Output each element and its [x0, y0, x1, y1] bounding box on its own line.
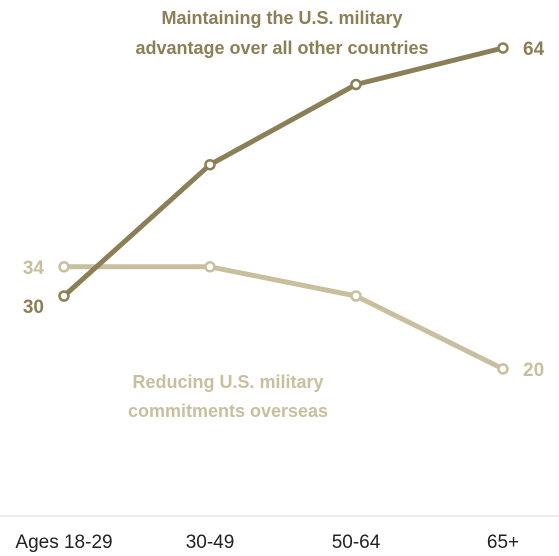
data-point — [350, 78, 362, 91]
x-tick-label: 30-49 — [186, 532, 235, 553]
data-point — [204, 261, 216, 273]
series-line — [61, 264, 506, 372]
x-tick-label: 65+ — [487, 532, 519, 553]
series-layer: 34 20 Reducing U.S. military commitments ov… — [23, 8, 545, 421]
data-point — [350, 290, 362, 302]
data-label: 30 — [23, 297, 44, 318]
series-name-label: commitments overseas — [128, 401, 328, 421]
series-name-label: advantage over all other countries — [135, 38, 428, 58]
data-point — [497, 363, 509, 375]
data-label: 64 — [523, 39, 545, 60]
data-point — [58, 261, 70, 273]
data-point — [204, 158, 216, 171]
data-point — [58, 290, 70, 302]
data-label: 34 — [23, 258, 45, 279]
data-point — [497, 42, 509, 54]
series-1: 30 64 Maintaining the U.S. military advanta… — [23, 8, 545, 318]
series-name-label: Maintaining the U.S. military — [161, 8, 402, 28]
x-tick-label: 50-64 — [332, 532, 381, 553]
series-name-label: Reducing U.S. military — [132, 372, 323, 392]
x-tick-label: Ages 18-29 — [15, 532, 112, 553]
data-label: 20 — [523, 360, 544, 381]
x-axis-ticks: Ages 18-29 30-49 50-64 65+ — [15, 532, 519, 553]
series-line — [61, 45, 506, 299]
series-2: 34 20 Reducing U.S. military commitments ov… — [23, 258, 544, 421]
